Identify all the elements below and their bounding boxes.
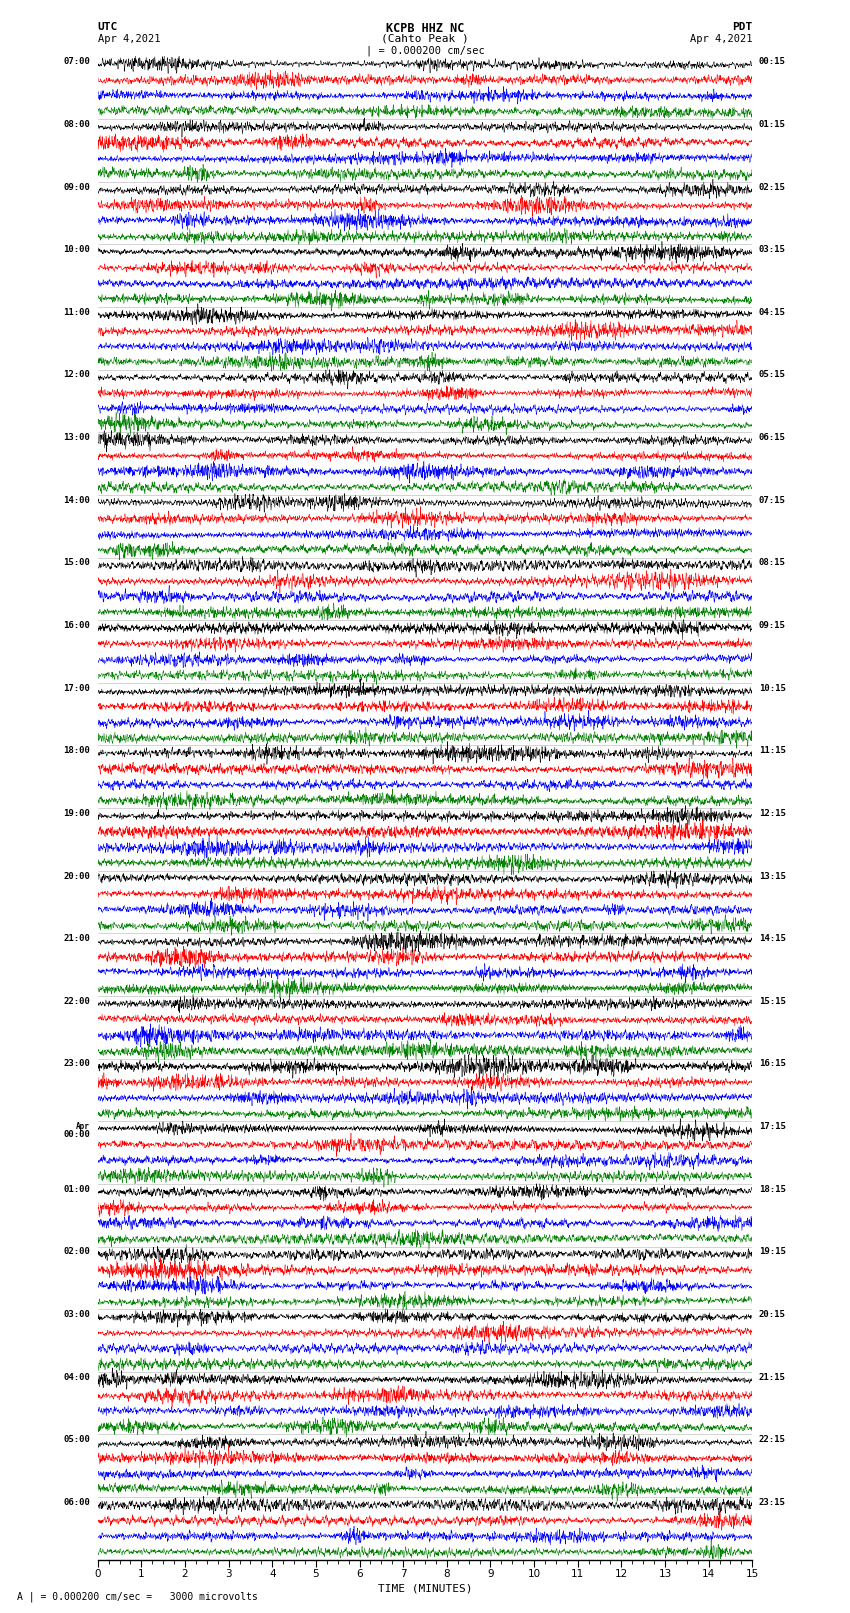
Text: 20:15: 20:15 [759,1310,785,1319]
Text: 12:15: 12:15 [759,808,785,818]
Text: 02:00: 02:00 [63,1247,90,1257]
Text: 04:15: 04:15 [759,308,785,316]
Text: 01:00: 01:00 [63,1184,90,1194]
Text: 22:00: 22:00 [63,997,90,1007]
Text: 03:00: 03:00 [63,1310,90,1319]
Text: 23:15: 23:15 [759,1498,785,1507]
Text: 11:15: 11:15 [759,747,785,755]
Text: 17:15: 17:15 [759,1123,785,1131]
Text: 19:15: 19:15 [759,1247,785,1257]
Text: 06:00: 06:00 [63,1498,90,1507]
Text: 03:15: 03:15 [759,245,785,255]
Text: Apr 4,2021: Apr 4,2021 [98,34,161,44]
Text: 22:15: 22:15 [759,1436,785,1444]
Text: (Cahto Peak ): (Cahto Peak ) [381,34,469,44]
Text: 06:15: 06:15 [759,432,785,442]
Text: 10:00: 10:00 [63,245,90,255]
Text: Apr 4,2021: Apr 4,2021 [689,34,752,44]
Text: 15:15: 15:15 [759,997,785,1007]
Text: KCPB HHZ NC: KCPB HHZ NC [386,23,464,35]
Text: A | = 0.000200 cm/sec =   3000 microvolts: A | = 0.000200 cm/sec = 3000 microvolts [17,1590,258,1602]
Text: 00:00: 00:00 [63,1131,90,1139]
Text: 02:15: 02:15 [759,182,785,192]
Text: 08:15: 08:15 [759,558,785,568]
Text: 16:00: 16:00 [63,621,90,631]
Text: 19:00: 19:00 [63,808,90,818]
Text: 09:15: 09:15 [759,621,785,631]
Text: 05:00: 05:00 [63,1436,90,1444]
Text: 14:15: 14:15 [759,934,785,944]
Text: 20:00: 20:00 [63,871,90,881]
Text: 09:00: 09:00 [63,182,90,192]
Text: 00:15: 00:15 [759,56,785,66]
Text: 07:15: 07:15 [759,495,785,505]
Text: 04:00: 04:00 [63,1373,90,1382]
Text: 01:15: 01:15 [759,119,785,129]
Text: 16:15: 16:15 [759,1060,785,1068]
Text: UTC: UTC [98,23,118,32]
Text: 18:00: 18:00 [63,747,90,755]
Text: 12:00: 12:00 [63,371,90,379]
Text: PDT: PDT [732,23,752,32]
X-axis label: TIME (MINUTES): TIME (MINUTES) [377,1584,473,1594]
Text: | = 0.000200 cm/sec: | = 0.000200 cm/sec [366,45,484,56]
Text: 13:15: 13:15 [759,871,785,881]
Text: Apr: Apr [76,1123,90,1131]
Text: 11:00: 11:00 [63,308,90,316]
Text: 21:00: 21:00 [63,934,90,944]
Text: 05:15: 05:15 [759,371,785,379]
Text: 17:00: 17:00 [63,684,90,692]
Text: 08:00: 08:00 [63,119,90,129]
Text: 18:15: 18:15 [759,1184,785,1194]
Text: 07:00: 07:00 [63,56,90,66]
Text: 23:00: 23:00 [63,1060,90,1068]
Text: 21:15: 21:15 [759,1373,785,1382]
Text: 15:00: 15:00 [63,558,90,568]
Text: 14:00: 14:00 [63,495,90,505]
Text: 13:00: 13:00 [63,432,90,442]
Text: 10:15: 10:15 [759,684,785,692]
